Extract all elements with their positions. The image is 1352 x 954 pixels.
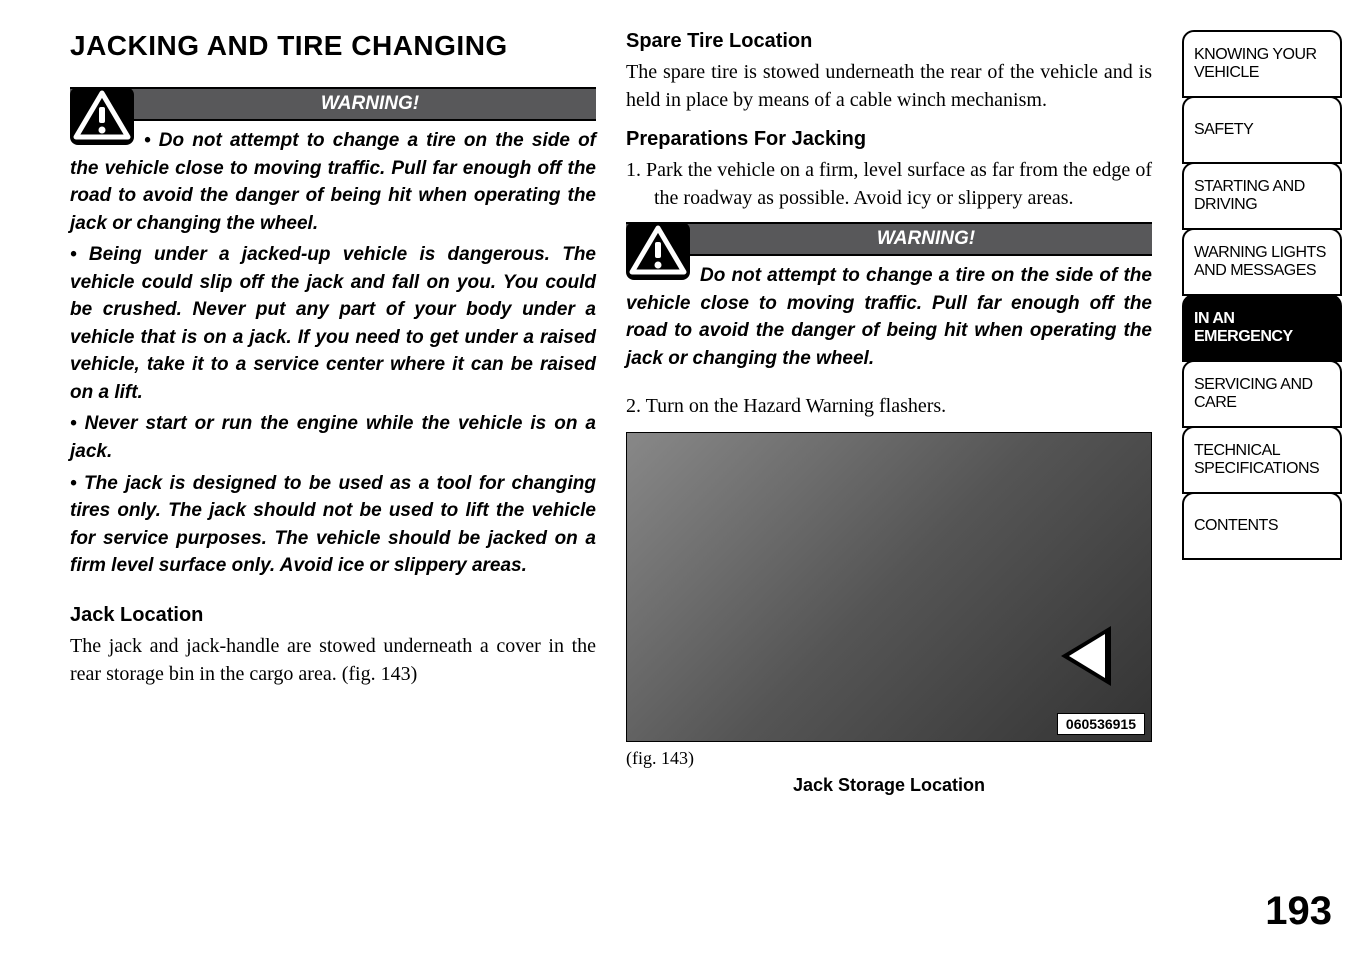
sidebar-tab-technical[interactable]: TECHNICAL SPECIFICATIONS xyxy=(1182,426,1342,494)
sidebar-tab-warning-lights[interactable]: WARNING LIGHTS AND MESSAGES xyxy=(1182,228,1342,296)
figure-title: Jack Storage Location xyxy=(626,775,1152,796)
sidebar-nav: KNOWING YOUR VEHICLE SAFETY STARTING AND… xyxy=(1172,0,1352,954)
sidebar-tab-contents[interactable]: CONTENTS xyxy=(1182,492,1342,560)
warning-para: • Do not attempt to change a tire on the… xyxy=(70,127,596,237)
pointer-arrow-icon xyxy=(1061,626,1111,686)
warning-para: • The jack is designed to be used as a t… xyxy=(70,470,596,580)
right-column: Spare Tire Location The spare tire is st… xyxy=(626,30,1152,934)
figure-caption: (fig. 143) xyxy=(626,748,1152,769)
sidebar-tab-starting[interactable]: STARTING AND DRIVING xyxy=(1182,162,1342,230)
prep-heading: Preparations For Jacking xyxy=(626,128,1152,151)
warning-label: WARNING! xyxy=(626,222,1152,256)
sidebar-tab-knowing[interactable]: KNOWING YOUR VEHICLE xyxy=(1182,30,1342,98)
warning-para: • Being under a jacked-up vehicle is dan… xyxy=(70,241,596,406)
prep-step-1: 1. Park the vehicle on a firm, level sur… xyxy=(626,156,1152,212)
page-number: 193 xyxy=(1182,889,1342,934)
warning-para: • Never start or run the engine while th… xyxy=(70,410,596,465)
left-column: JACKING AND TIRE CHANGING WARNING! • Do … xyxy=(70,30,596,934)
spare-tire-heading: Spare Tire Location xyxy=(626,30,1152,53)
warning-label: WARNING! xyxy=(70,87,596,121)
sidebar-tab-safety[interactable]: SAFETY xyxy=(1182,96,1342,164)
sidebar-tab-servicing[interactable]: SERVICING AND CARE xyxy=(1182,360,1342,428)
warning-triangle-icon xyxy=(70,87,134,145)
jack-location-text: The jack and jack-handle are stowed unde… xyxy=(70,632,596,688)
sidebar-tab-emergency[interactable]: IN AN EMERGENCY xyxy=(1182,294,1342,362)
page-root: JACKING AND TIRE CHANGING WARNING! • Do … xyxy=(0,0,1352,954)
main-heading: JACKING AND TIRE CHANGING xyxy=(70,30,596,62)
warning-box-1: WARNING! • Do not attempt to change a ti… xyxy=(70,87,596,584)
prep-step-2: 2. Turn on the Hazard Warning flashers. xyxy=(626,392,1152,420)
figure-illustration: 060536915 xyxy=(626,432,1152,742)
jack-location-heading: Jack Location xyxy=(70,604,596,627)
warning-text-1: • Do not attempt to change a tire on the… xyxy=(70,127,596,580)
spare-tire-text: The spare tire is stowed underneath the … xyxy=(626,58,1152,114)
content-area: JACKING AND TIRE CHANGING WARNING! • Do … xyxy=(0,0,1172,954)
warning-triangle-icon xyxy=(626,222,690,280)
warning-text-2: Do not attempt to change a tire on the s… xyxy=(626,262,1152,372)
figure-id: 060536915 xyxy=(1057,713,1145,735)
warning-box-2: WARNING! Do not attempt to change a tire… xyxy=(626,222,1152,372)
